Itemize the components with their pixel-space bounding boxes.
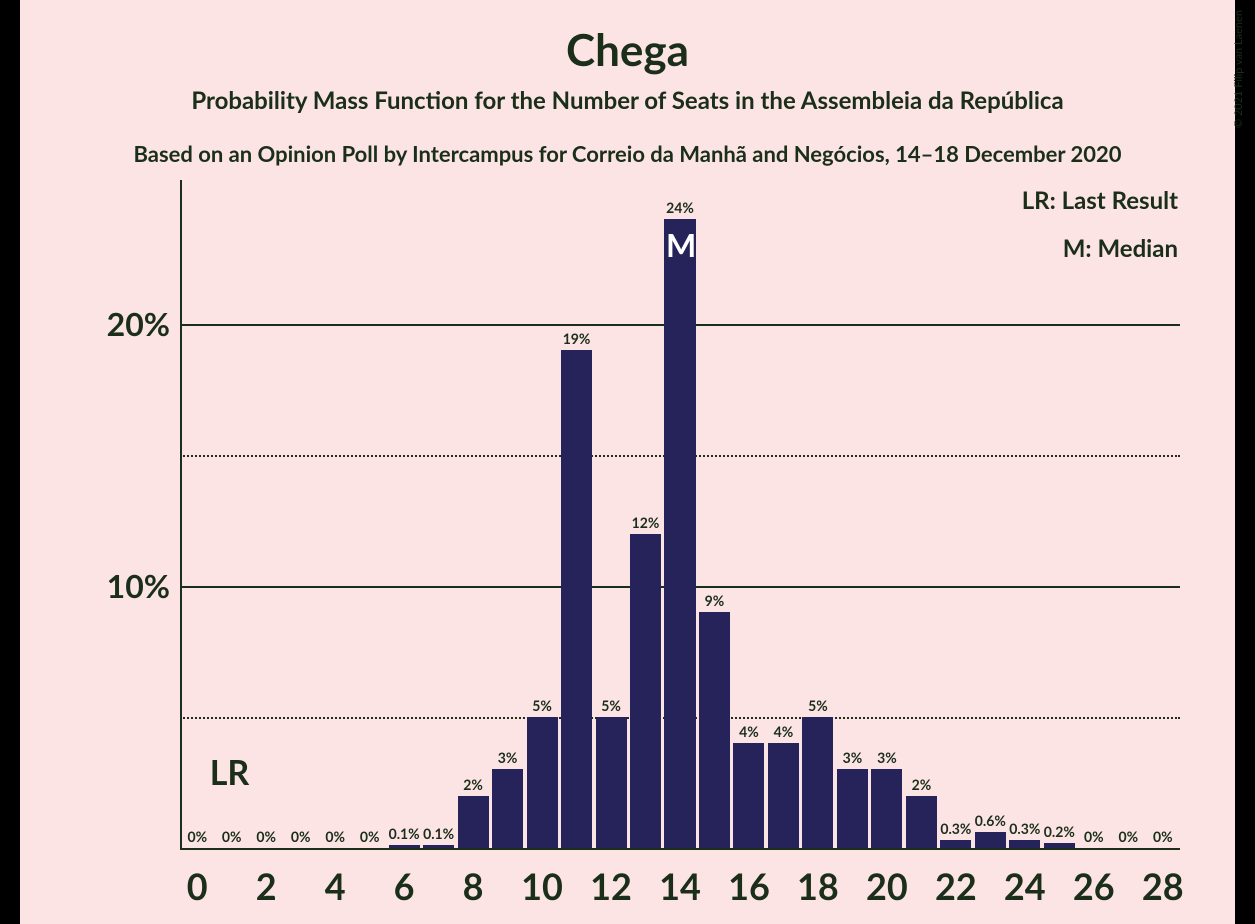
bar-value-label: 24% [658, 199, 701, 216]
bar [940, 840, 971, 848]
x-tick-label: 18 [788, 864, 848, 908]
x-tick-label: 12 [581, 864, 641, 908]
x-tick-label: 20 [857, 864, 917, 908]
copyright-text: © 2021 Filip van Laenen [1232, 10, 1245, 128]
x-tick-label: 6 [374, 864, 434, 908]
bar [975, 832, 1006, 848]
x-tick-label: 16 [719, 864, 779, 908]
bar-value-label: 0.1% [417, 825, 460, 842]
bar-value-label: 9% [693, 592, 736, 609]
bar [1009, 840, 1040, 848]
bar [733, 743, 764, 848]
x-tick-label: 24 [995, 864, 1055, 908]
bar [837, 769, 868, 848]
x-tick-label: 8 [443, 864, 503, 908]
last-result-marker: LR [210, 752, 250, 793]
bar [561, 350, 592, 848]
bar-value-label: 5% [590, 697, 633, 714]
bar-value-label: 3% [486, 749, 529, 766]
bar-value-label: 5% [521, 697, 564, 714]
x-tick-label: 2 [236, 864, 296, 908]
plot-area: 0%0%0%0%0%0%0.1%0.1%2%3%5%19%5%12%24%9%4… [180, 180, 1180, 848]
y-tick-label: 10% [80, 566, 170, 605]
bar [802, 717, 833, 848]
y-tick-label: 20% [80, 304, 170, 343]
x-tick-label: 26 [1064, 864, 1124, 908]
bar [458, 796, 489, 848]
bar [596, 717, 627, 848]
bar [423, 845, 454, 848]
bar-value-label: 4% [762, 723, 805, 740]
bar [699, 612, 730, 848]
bar [871, 769, 902, 848]
bar [630, 534, 661, 848]
bar-value-label: 2% [452, 776, 495, 793]
bar [664, 219, 695, 848]
bar [906, 796, 937, 848]
x-tick-label: 14 [650, 864, 710, 908]
bar [527, 717, 558, 848]
y-axis [180, 180, 182, 848]
chart-subtitle-2: Based on an Opinion Poll by Intercampus … [0, 140, 1255, 167]
chart-title-main: Chega [0, 24, 1255, 76]
x-tick-label: 28 [1133, 864, 1193, 908]
x-tick-label: 0 [167, 864, 227, 908]
bar [492, 769, 523, 848]
x-tick-label: 10 [512, 864, 572, 908]
bar-value-label: 12% [624, 514, 667, 531]
bar-value-label: 2% [900, 776, 943, 793]
bar [768, 743, 799, 848]
median-marker: M [666, 225, 696, 264]
bar-value-label: 0% [1141, 828, 1184, 845]
bar [389, 845, 420, 848]
x-tick-label: 22 [926, 864, 986, 908]
bar-value-label: 3% [865, 749, 908, 766]
x-axis [180, 848, 1180, 850]
bar-value-label: 5% [796, 697, 839, 714]
bar [1044, 843, 1075, 848]
chart-subtitle-1: Probability Mass Function for the Number… [0, 86, 1255, 115]
x-tick-label: 4 [305, 864, 365, 908]
bar-value-label: 19% [555, 330, 598, 347]
